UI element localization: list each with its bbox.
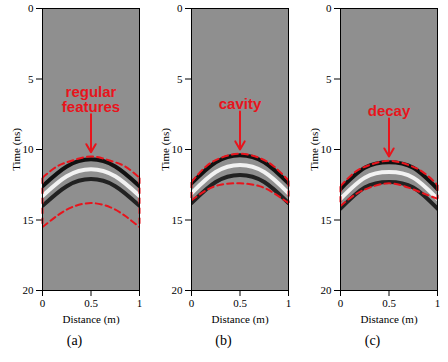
svg-text:10: 10 [172,143,184,155]
svg-text:regularfeatures: regularfeatures [62,83,120,115]
svg-text:1: 1 [435,297,441,309]
svg-text:5: 5 [28,73,34,85]
svg-text:Distance (m): Distance (m) [211,313,268,326]
svg-text:Time (ns): Time (ns) [159,128,172,171]
svg-text:Distance (m): Distance (m) [62,313,119,326]
svg-text:15: 15 [23,214,35,226]
svg-text:1: 1 [286,297,292,309]
svg-text:15: 15 [321,214,333,226]
svg-text:0: 0 [28,2,34,14]
svg-text:Distance (m): Distance (m) [360,313,417,326]
html-text:(b): (b) [215,333,232,348]
svg-text:0: 0 [189,297,195,309]
svg-text:5: 5 [177,73,183,85]
html-text:(a): (a) [66,333,83,348]
svg-text:Time (ns): Time (ns) [308,128,321,171]
svg-text:0.5: 0.5 [382,297,396,309]
svg-text:0.5: 0.5 [233,297,247,309]
svg-text:cavity: cavity [219,95,262,112]
svg-text:20: 20 [172,284,184,296]
svg-text:0: 0 [326,2,332,14]
svg-text:0: 0 [40,297,46,309]
svg-text:10: 10 [321,143,333,155]
svg-text:15: 15 [172,214,184,226]
svg-text:20: 20 [23,284,35,296]
svg-text:0.5: 0.5 [84,297,98,309]
svg-text:0: 0 [338,297,344,309]
svg-text:10: 10 [23,143,35,155]
svg-text:decay: decay [368,102,411,119]
svg-text:1: 1 [137,297,143,309]
svg-text:20: 20 [321,284,333,296]
svg-text:5: 5 [326,73,332,85]
html-text:(c): (c) [364,333,381,348]
svg-text:0: 0 [177,2,183,14]
svg-text:Time (ns): Time (ns) [10,128,23,171]
